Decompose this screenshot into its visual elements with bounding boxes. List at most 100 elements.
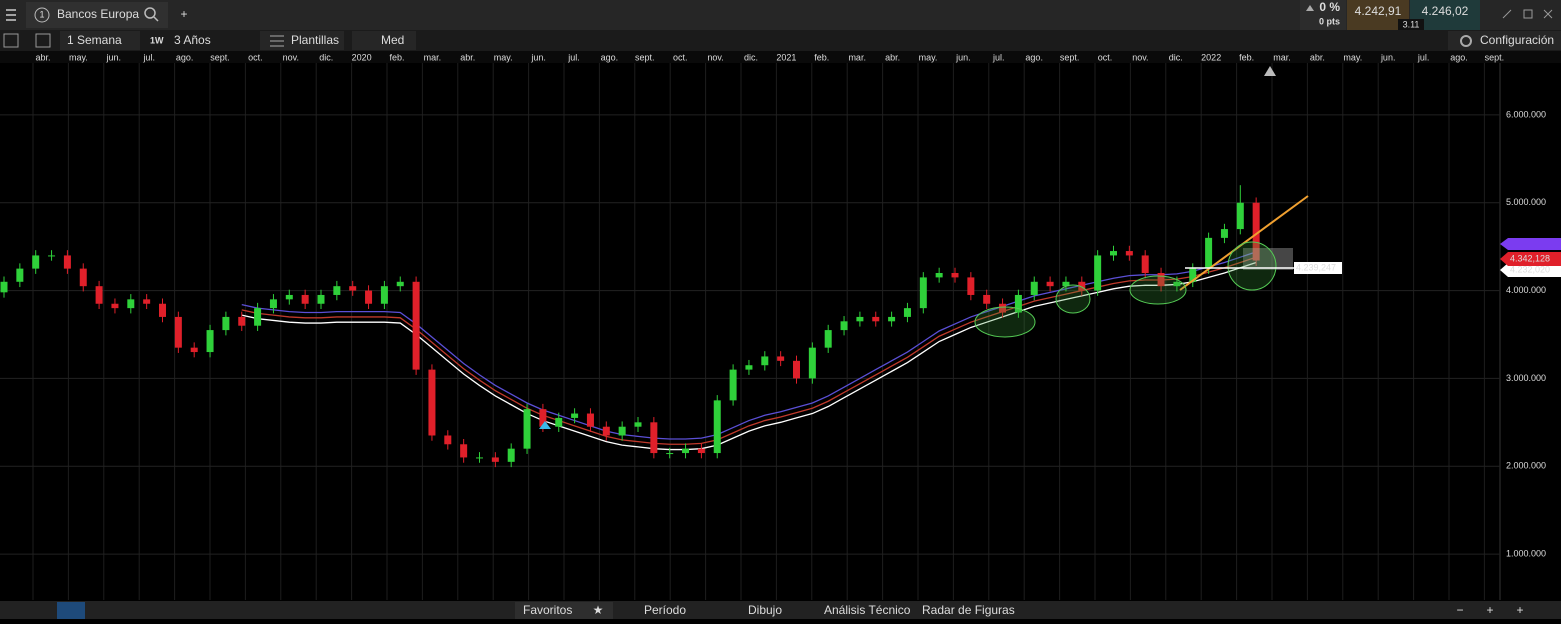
candle-body: [919, 277, 927, 309]
y-tick-label: 3.000.000: [1506, 373, 1546, 383]
candle-body: [206, 330, 214, 353]
candle-body: [444, 435, 452, 445]
now-marker: [1264, 66, 1276, 76]
settings-button[interactable]: [1448, 31, 1561, 50]
x-tick-label: ago.: [1450, 52, 1468, 62]
candle-body: [238, 316, 246, 326]
candle-body: [0, 281, 8, 293]
candle-body: [159, 303, 166, 317]
candle-body: [571, 413, 579, 418]
x-tick-label: jun.: [955, 52, 971, 62]
candle-body: [412, 281, 420, 370]
change-pct: 0 %: [1319, 0, 1340, 14]
x-tick-label: oct.: [248, 52, 263, 62]
candle-body: [824, 330, 832, 348]
layout-icon[interactable]: [35, 33, 51, 48]
candle-body: [967, 277, 975, 295]
x-tick-label: mar.: [848, 52, 866, 62]
candle-body: [222, 316, 230, 331]
x-tick-label: jun.: [106, 52, 122, 62]
bottom-tab[interactable]: Dibujo: [748, 603, 782, 617]
favorites-star: ★: [593, 603, 604, 617]
range[interactable]: 3 Años: [174, 33, 211, 47]
candle-body: [650, 422, 658, 454]
bottom-bar: [0, 601, 1561, 619]
candle-body: [301, 294, 309, 304]
candle-body: [476, 457, 483, 459]
x-tick-label: may.: [1343, 52, 1362, 62]
bottom-tab[interactable]: Favoritos: [523, 603, 572, 617]
candle-body: [365, 290, 373, 304]
bottom-tab[interactable]: Análisis Técnico: [824, 603, 911, 617]
svg-text:+: +: [1516, 603, 1523, 617]
candle-body: [1078, 281, 1086, 291]
candle-body: [1220, 229, 1228, 238]
candle-body: [32, 255, 40, 269]
window-controls[interactable]: [1502, 9, 1553, 19]
candle-body: [16, 268, 24, 282]
x-tick-label: 2020: [352, 52, 372, 62]
add-tab[interactable]: +: [180, 7, 187, 21]
x-tick-label: sept.: [1485, 52, 1505, 62]
moving-average: [241, 261, 1257, 451]
x-tick-label: nov.: [1132, 52, 1148, 62]
measure[interactable]: Med: [381, 33, 404, 47]
ask-price[interactable]: 4.246,02: [1422, 4, 1469, 18]
change-pts: 0 pts: [1319, 16, 1340, 26]
candle-body: [507, 448, 515, 462]
draw-tool-button[interactable]: [57, 602, 85, 619]
candle-body: [602, 426, 610, 436]
candle-body: [634, 422, 642, 427]
candle-body: [999, 303, 1007, 313]
svg-text:−: −: [1456, 603, 1463, 617]
measure-button[interactable]: [352, 31, 416, 50]
candle-body: [856, 316, 864, 322]
x-tick-label: ago.: [1025, 52, 1043, 62]
period[interactable]: 1 Semana: [67, 33, 122, 47]
settings[interactable]: Configuración: [1480, 33, 1554, 47]
favorites-tab[interactable]: [515, 602, 613, 619]
selection-box: [1243, 248, 1293, 270]
candle-body: [888, 316, 896, 322]
price-tag: [1500, 263, 1561, 277]
candle-body: [380, 286, 388, 304]
menu-icon[interactable]: [6, 9, 16, 21]
x-tick-label: abr.: [1310, 52, 1325, 62]
x-tick-label: abr.: [460, 52, 475, 62]
zoom-controls[interactable]: − + +: [1456, 603, 1523, 617]
candle-body: [840, 321, 848, 331]
search-icon[interactable]: [144, 7, 156, 19]
candle-body: [1173, 281, 1181, 287]
bottom-tab[interactable]: Período: [644, 603, 686, 617]
y-tick-label: 6.000.000: [1506, 109, 1546, 119]
symbol-name[interactable]: Bancos Europa: [57, 7, 139, 21]
candle-body: [1205, 237, 1213, 269]
candle-body: [697, 448, 705, 454]
window-index: 1: [39, 9, 44, 19]
candle-body: [285, 294, 293, 300]
x-tick-label: abr.: [885, 52, 900, 62]
candle-body: [586, 413, 594, 427]
list-icon[interactable]: [3, 33, 19, 48]
bottom-tab[interactable]: Radar de Figuras: [922, 603, 1015, 617]
templates[interactable]: Plantillas: [291, 33, 339, 47]
candle-body: [1141, 255, 1149, 274]
highlight-ellipse: [1129, 275, 1187, 305]
candle-body: [539, 409, 547, 427]
candle-body: [745, 365, 753, 370]
highlight-ellipse: [974, 306, 1036, 338]
moving-average: [241, 251, 1257, 440]
x-tick-label: 2022: [1201, 52, 1221, 62]
candle-body: [317, 294, 325, 304]
templates-icon: [270, 35, 284, 47]
candle-body: [349, 286, 357, 291]
highlight-ellipse: [1055, 284, 1091, 314]
bid-price[interactable]: 4.242,91: [1355, 4, 1402, 18]
highlight-ellipse: [1227, 241, 1277, 291]
candle-body: [935, 273, 943, 278]
candle-body: [1157, 273, 1165, 287]
symbol-tab[interactable]: [26, 2, 168, 28]
period-button[interactable]: [60, 31, 140, 50]
candle-body: [1062, 281, 1070, 287]
